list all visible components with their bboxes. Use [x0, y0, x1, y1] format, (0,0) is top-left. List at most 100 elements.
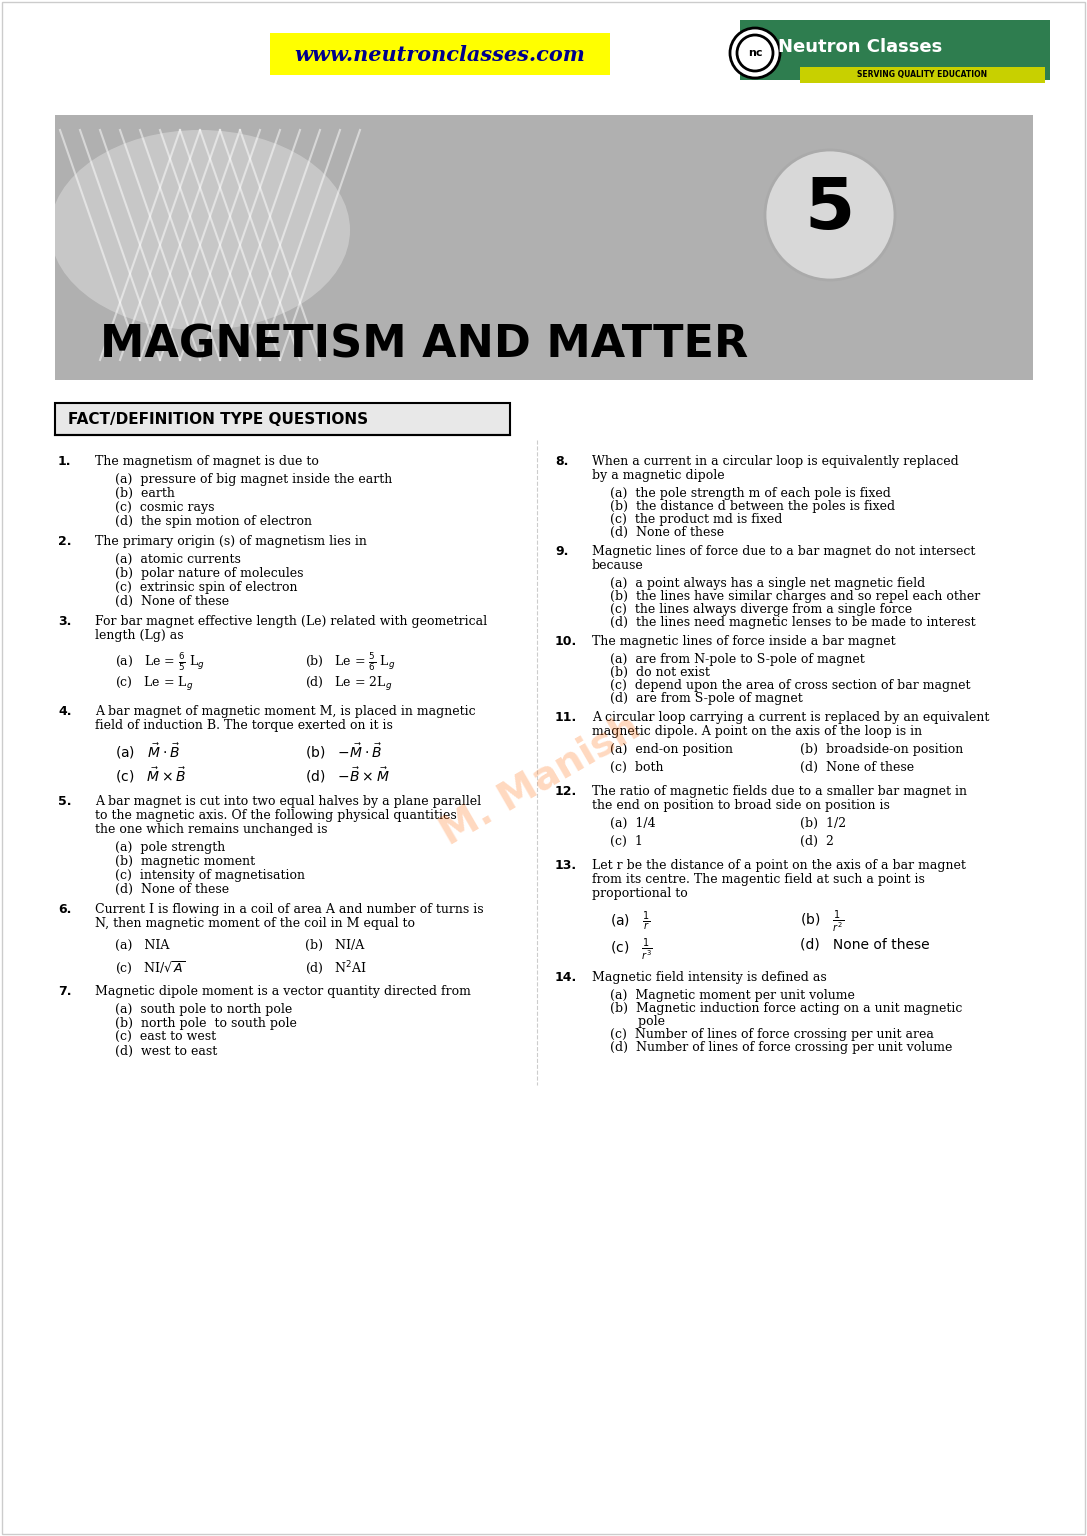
Text: (b)  Magnetic induction force acting on a unit magnetic: (b) Magnetic induction force acting on a…	[610, 1001, 962, 1015]
Text: (d)   Le = 2L$_g$: (d) Le = 2L$_g$	[305, 674, 392, 693]
Text: (b)  broadside-on position: (b) broadside-on position	[800, 743, 963, 756]
Text: Let r be the distance of a point on the axis of a bar magnet: Let r be the distance of a point on the …	[592, 859, 966, 872]
Text: (a)   NIA: (a) NIA	[115, 938, 170, 952]
Text: 8.: 8.	[555, 455, 569, 468]
Text: (b)  polar nature of molecules: (b) polar nature of molecules	[115, 567, 303, 581]
Text: (b)  magnetic moment: (b) magnetic moment	[115, 856, 255, 868]
Text: (a)   $\frac{1}{r}$: (a) $\frac{1}{r}$	[610, 909, 651, 932]
Circle shape	[765, 151, 895, 280]
Text: Magnetic dipole moment is a vector quantity directed from: Magnetic dipole moment is a vector quant…	[95, 985, 471, 998]
Text: 10.: 10.	[555, 634, 577, 648]
Text: Neutron Classes: Neutron Classes	[778, 38, 942, 55]
Text: 12.: 12.	[555, 785, 577, 799]
Text: the one which remains unchanged is: the one which remains unchanged is	[95, 823, 327, 836]
Text: 13.: 13.	[555, 859, 577, 872]
Text: from its centre. The magentic field at such a point is: from its centre. The magentic field at s…	[592, 872, 925, 886]
Text: (b)  north pole  to south pole: (b) north pole to south pole	[115, 1017, 297, 1031]
Text: Current I is flowing in a coil of area A and number of turns is: Current I is flowing in a coil of area A…	[95, 903, 484, 915]
Text: length (Lg) as: length (Lg) as	[95, 630, 184, 642]
Text: (c)   NI/$\sqrt{A}$: (c) NI/$\sqrt{A}$	[115, 958, 186, 975]
Ellipse shape	[50, 131, 350, 330]
Text: 5: 5	[804, 175, 855, 244]
Text: SERVING QUALITY EDUCATION: SERVING QUALITY EDUCATION	[857, 71, 987, 80]
Text: (d)  the spin motion of electron: (d) the spin motion of electron	[115, 515, 312, 528]
Text: Magnetic lines of force due to a bar magnet do not intersect: Magnetic lines of force due to a bar mag…	[592, 545, 975, 558]
Text: because: because	[592, 559, 644, 571]
Text: (a)  a point always has a single net magnetic field: (a) a point always has a single net magn…	[610, 578, 925, 590]
Text: A bar magnet of magnetic moment M, is placed in magnetic: A bar magnet of magnetic moment M, is pl…	[95, 705, 476, 717]
Text: (b)   $\frac{1}{r^2}$: (b) $\frac{1}{r^2}$	[800, 909, 844, 935]
Text: The primary origin (s) of magnetism lies in: The primary origin (s) of magnetism lies…	[95, 535, 367, 548]
Text: (c)  the product md is fixed: (c) the product md is fixed	[610, 513, 783, 525]
Text: (c)  depend upon the area of cross section of bar magnet: (c) depend upon the area of cross sectio…	[610, 679, 971, 693]
Text: (a)  the pole strength m of each pole is fixed: (a) the pole strength m of each pole is …	[610, 487, 891, 501]
Text: (b)  earth: (b) earth	[115, 487, 175, 501]
Text: (c)  Number of lines of force crossing per unit area: (c) Number of lines of force crossing pe…	[610, 1028, 934, 1041]
Text: 5.: 5.	[58, 796, 72, 808]
Text: www.neutronclasses.com: www.neutronclasses.com	[295, 45, 586, 65]
Text: (c)  cosmic rays: (c) cosmic rays	[115, 501, 214, 515]
FancyBboxPatch shape	[55, 115, 1033, 379]
Text: 7.: 7.	[58, 985, 72, 998]
Text: (d)  None of these: (d) None of these	[115, 594, 229, 608]
Text: (a)  end-on position: (a) end-on position	[610, 743, 733, 756]
Text: (c)  extrinsic spin of electron: (c) extrinsic spin of electron	[115, 581, 298, 594]
Text: (b)  the lines have similar charges and so repel each other: (b) the lines have similar charges and s…	[610, 590, 980, 604]
Text: 11.: 11.	[555, 711, 577, 723]
Text: (a)  atomic currents: (a) atomic currents	[115, 553, 241, 565]
Text: MAGNETISM AND MATTER: MAGNETISM AND MATTER	[100, 324, 748, 367]
Text: (c)   $\vec{M}\times\vec{B}$: (c) $\vec{M}\times\vec{B}$	[115, 765, 186, 785]
FancyBboxPatch shape	[270, 32, 610, 75]
Text: (a)  pressure of big magnet inside the earth: (a) pressure of big magnet inside the ea…	[115, 473, 392, 485]
Text: (b)   Le = $\frac{5}{6}$ L$_g$: (b) Le = $\frac{5}{6}$ L$_g$	[305, 651, 396, 673]
Text: nc: nc	[748, 48, 762, 58]
Text: the end on position to broad side on position is: the end on position to broad side on pos…	[592, 799, 890, 813]
Text: (d)  None of these: (d) None of these	[800, 760, 914, 774]
Text: (c)   $\frac{1}{r^3}$: (c) $\frac{1}{r^3}$	[610, 937, 653, 963]
Text: (d)  west to east: (d) west to east	[115, 1044, 217, 1058]
Text: pole: pole	[610, 1015, 665, 1028]
Text: (d)  are from S-pole of magnet: (d) are from S-pole of magnet	[610, 693, 803, 705]
Text: (a)  1/4: (a) 1/4	[610, 817, 655, 829]
Text: proportional to: proportional to	[592, 886, 688, 900]
Text: magnetic dipole. A point on the axis of the loop is in: magnetic dipole. A point on the axis of …	[592, 725, 922, 737]
Text: (c)  both: (c) both	[610, 760, 663, 774]
Text: by a magnetic dipole: by a magnetic dipole	[592, 468, 725, 482]
Text: N, then magnetic moment of the coil in M equal to: N, then magnetic moment of the coil in M…	[95, 917, 415, 929]
Text: Magnetic field intensity is defined as: Magnetic field intensity is defined as	[592, 971, 827, 985]
Text: (d)   N$^2$AI: (d) N$^2$AI	[305, 958, 367, 977]
Text: 2.: 2.	[58, 535, 72, 548]
Text: (d)   None of these: (d) None of these	[800, 937, 929, 951]
Text: The magnetic lines of force inside a bar magnet: The magnetic lines of force inside a bar…	[592, 634, 896, 648]
Circle shape	[730, 28, 780, 78]
Text: (c)  intensity of magnetisation: (c) intensity of magnetisation	[115, 869, 305, 882]
Text: (a)  Magnetic moment per unit volume: (a) Magnetic moment per unit volume	[610, 989, 854, 1001]
Text: (c)  the lines always diverge from a single force: (c) the lines always diverge from a sing…	[610, 604, 912, 616]
Text: field of induction B. The torque exerted on it is: field of induction B. The torque exerted…	[95, 719, 392, 733]
Text: (b)  do not exist: (b) do not exist	[610, 667, 710, 679]
FancyBboxPatch shape	[740, 20, 1050, 80]
Text: The magnetism of magnet is due to: The magnetism of magnet is due to	[95, 455, 318, 468]
FancyBboxPatch shape	[800, 68, 1045, 83]
Text: (b)  1/2: (b) 1/2	[800, 817, 846, 829]
Text: (d)  None of these: (d) None of these	[610, 525, 724, 539]
Text: (b)   $-\vec{M}\cdot\vec{B}$: (b) $-\vec{M}\cdot\vec{B}$	[305, 740, 382, 760]
Text: (b)  the distance d between the poles is fixed: (b) the distance d between the poles is …	[610, 501, 895, 513]
Text: 1.: 1.	[58, 455, 72, 468]
Text: FACT/DEFINITION TYPE QUESTIONS: FACT/DEFINITION TYPE QUESTIONS	[68, 413, 368, 427]
Text: (d)  2: (d) 2	[800, 836, 834, 848]
Text: M. Manish: M. Manish	[434, 708, 647, 852]
Text: (d)  None of these: (d) None of these	[115, 883, 229, 895]
Text: (a)  south pole to north pole: (a) south pole to north pole	[115, 1003, 292, 1015]
Text: (a)   Le = $\frac{6}{5}$ L$_g$: (a) Le = $\frac{6}{5}$ L$_g$	[115, 651, 205, 673]
Text: (d)   $-\vec{B}\times\vec{M}$: (d) $-\vec{B}\times\vec{M}$	[305, 765, 389, 785]
Text: 6.: 6.	[58, 903, 72, 915]
Text: 4.: 4.	[58, 705, 72, 717]
Text: The ratio of magnetic fields due to a smaller bar magnet in: The ratio of magnetic fields due to a sm…	[592, 785, 967, 799]
Text: 14.: 14.	[555, 971, 577, 985]
Text: (c)  1: (c) 1	[610, 836, 642, 848]
Text: (a)  are from N-pole to S-pole of magnet: (a) are from N-pole to S-pole of magnet	[610, 653, 865, 667]
Text: (b)   NI/A: (b) NI/A	[305, 938, 364, 952]
Text: (a)  pole strength: (a) pole strength	[115, 842, 225, 854]
Text: 9.: 9.	[555, 545, 569, 558]
